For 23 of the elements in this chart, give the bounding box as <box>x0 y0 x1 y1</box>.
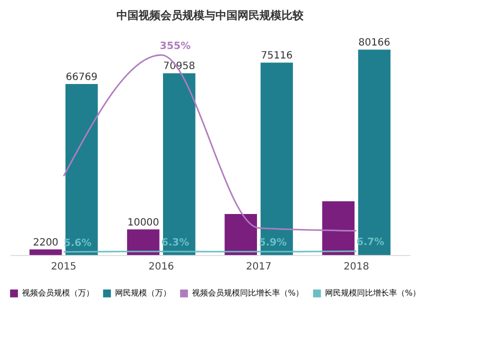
data-label: 75116 <box>260 50 293 62</box>
legend-label: 视频会员规模（万） <box>22 288 94 298</box>
data-label: 2200 <box>32 237 58 248</box>
bar <box>224 214 257 255</box>
bar <box>163 73 196 255</box>
bar <box>65 84 98 255</box>
bar <box>358 50 390 255</box>
data-label: 80166 <box>358 38 390 49</box>
data-label: 10000 <box>127 217 160 228</box>
bar <box>322 201 355 255</box>
x-tick-label: 2015 <box>50 262 76 272</box>
chart-title: 中国视频会员规模与中国网民规模比较 <box>116 9 304 22</box>
legend-label: 视频会员规模同比增长率（%） <box>192 288 304 298</box>
data-label: 66769 <box>66 72 98 83</box>
bar <box>260 62 293 255</box>
x-tick-label: 2016 <box>148 262 174 272</box>
x-tick-label: 2017 <box>246 262 272 272</box>
bar <box>127 229 160 255</box>
data-label: 355% <box>160 41 191 52</box>
bar <box>30 249 62 255</box>
legend-label: 网民规模同比增长率（%） <box>325 288 421 298</box>
x-tick-label: 2018 <box>344 262 370 272</box>
legend-label: 网民规模（万） <box>115 288 171 298</box>
